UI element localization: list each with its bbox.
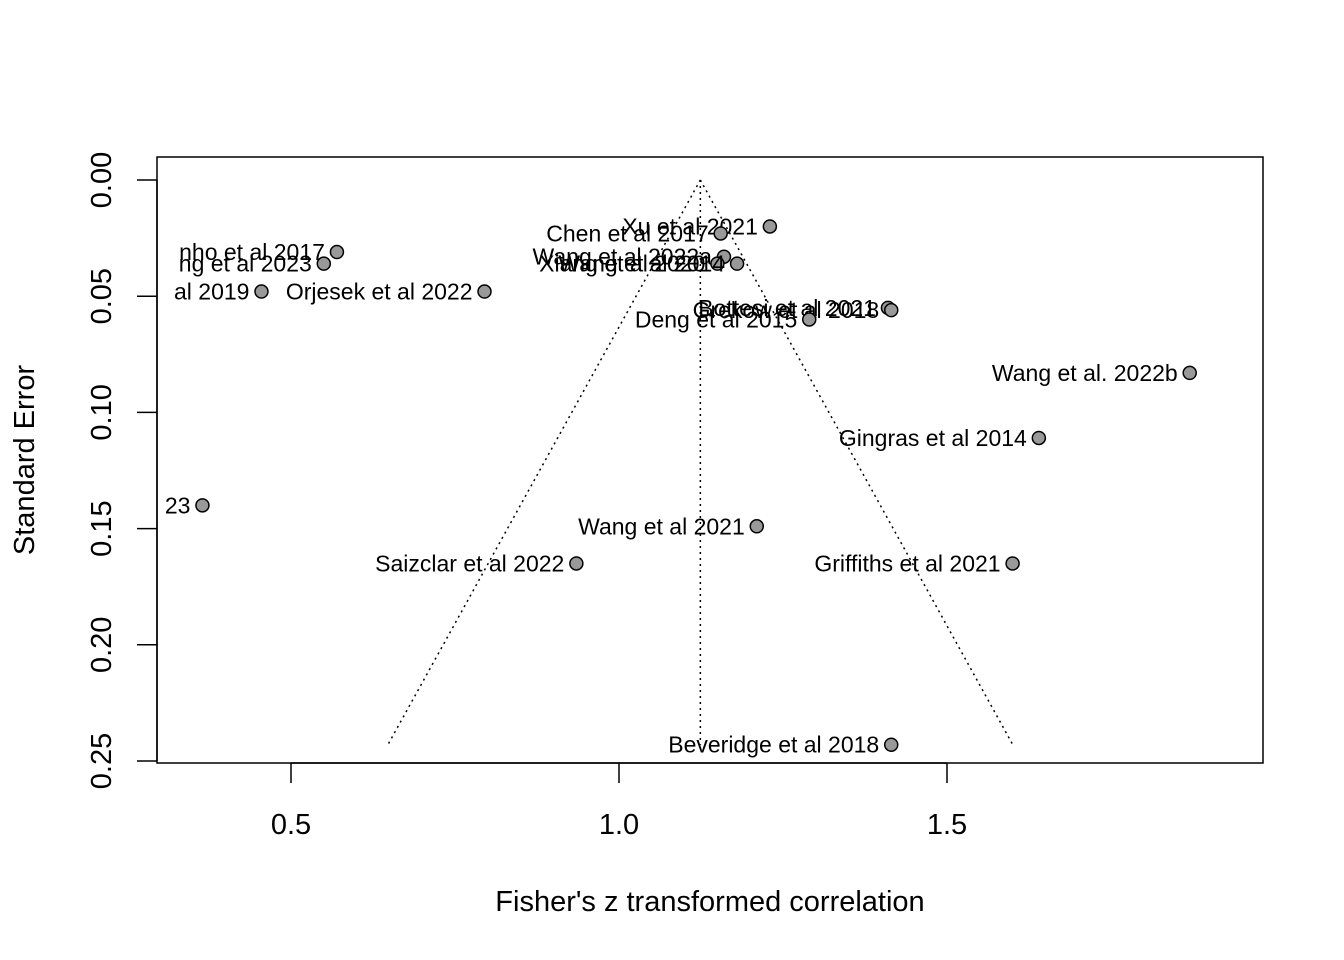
data-point: [195, 498, 210, 513]
point-label: ng et al 2023: [179, 251, 312, 277]
y-tick-label: 0.05: [86, 268, 118, 324]
point-label: Bottesi et al 2021: [698, 295, 876, 321]
data-point: [1031, 430, 1047, 446]
data-point: [316, 256, 332, 271]
point-label: Wang et al 2022a: [533, 244, 713, 270]
y-tick-label: 0.10: [86, 384, 118, 440]
data-point: [713, 226, 728, 241]
data-point: [883, 737, 899, 752]
x-tick-label: 1.0: [599, 809, 639, 841]
funnel-lines: [387, 179, 1014, 746]
point-label: al 2019: [174, 279, 249, 305]
x-tick-label: 1.5: [927, 809, 967, 841]
data-point: [729, 256, 745, 271]
data-point: [749, 519, 765, 534]
point-label: Xu et al 2021: [622, 213, 758, 239]
data-point: [762, 219, 778, 234]
point-label: Saizclar et al 2022: [375, 550, 564, 576]
data-point: [1005, 556, 1020, 571]
point-label: Orjesek et al 2022: [286, 279, 473, 305]
point-label: Griffiths et al 2021: [814, 550, 1000, 576]
point-label: nho et al 2017: [179, 239, 325, 265]
y-tick-label: 0.25: [86, 733, 118, 789]
point-label: Xiang et al 2020: [539, 251, 705, 277]
data-point: [801, 312, 817, 327]
point-label: Grekow et al 2018: [693, 297, 880, 323]
data-point: [710, 256, 725, 271]
point-label: 23: [165, 492, 191, 518]
data-point: [1182, 365, 1197, 381]
data-point: [254, 284, 269, 299]
data-point: [569, 556, 584, 571]
point-label: Gingras et al 2014: [839, 425, 1027, 451]
y-tick-label: 0.20: [86, 617, 118, 673]
point-label: Wang et al 2014: [558, 251, 725, 277]
y-tick-label: 0.00: [86, 152, 118, 208]
point-label: Chen et al 2017: [546, 220, 708, 246]
point-label: Wang et al 2021: [578, 513, 745, 539]
data-point: [329, 244, 345, 260]
y-tick-label: 0.15: [86, 500, 118, 556]
data-point: [883, 302, 899, 318]
x-axis-label: Fisher's z transformed correlation: [495, 886, 924, 918]
data-point: [477, 284, 492, 299]
point-label: Deng et al 2015: [635, 306, 797, 332]
x-axis: 0.5 1.0 1.5: [271, 762, 967, 841]
x-tick-label: 0.5: [271, 809, 311, 841]
y-axis: 0.00 0.05 0.10 0.15 0.20 0.25: [86, 152, 158, 789]
point-label: Wang et al. 2022b: [992, 360, 1178, 386]
y-axis-label: Standard Error: [9, 365, 41, 556]
point-label: Beveridge et al 2018: [668, 732, 879, 758]
